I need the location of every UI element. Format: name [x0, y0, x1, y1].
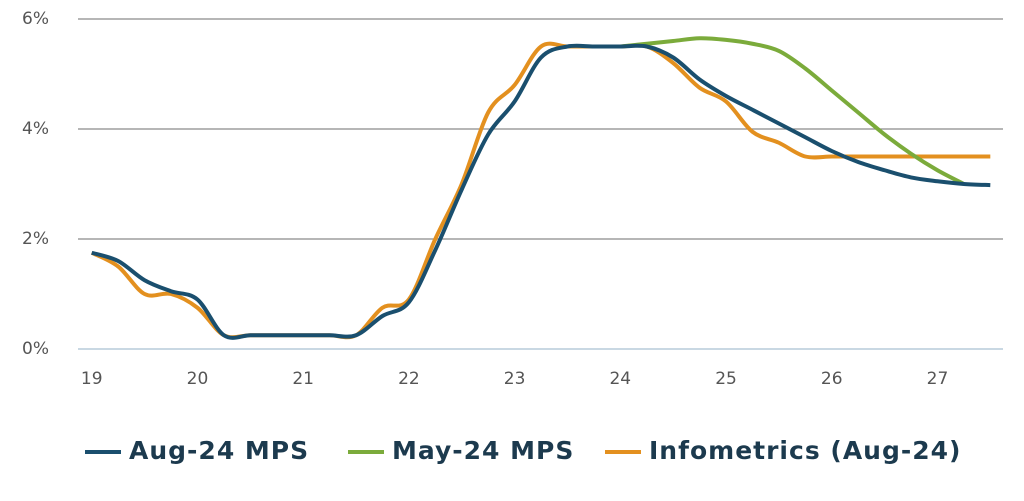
series-line [90, 41, 991, 340]
legend-label: Infometrics (Aug-24) [649, 436, 961, 465]
y-tick-label: 0% [22, 339, 49, 359]
x-tick-label: 20 [187, 369, 209, 389]
series-line [620, 36, 965, 186]
x-tick-label: 26 [821, 369, 843, 389]
legend-label: May-24 MPS [392, 436, 574, 465]
x-tick-label: 27 [927, 369, 949, 389]
legend-label: Aug-24 MPS [129, 436, 309, 465]
y-tick-label: 4% [22, 119, 49, 139]
x-tick-label: 19 [81, 369, 103, 389]
x-tick-label: 25 [715, 369, 737, 389]
x-tick-label: 24 [609, 369, 631, 389]
x-tick-label: 22 [398, 369, 420, 389]
x-tick-label: 21 [292, 369, 314, 389]
y-tick-label: 2% [22, 229, 49, 249]
x-tick-label: 23 [504, 369, 526, 389]
series-line [91, 43, 991, 340]
y-tick-label: 6% [22, 9, 49, 29]
